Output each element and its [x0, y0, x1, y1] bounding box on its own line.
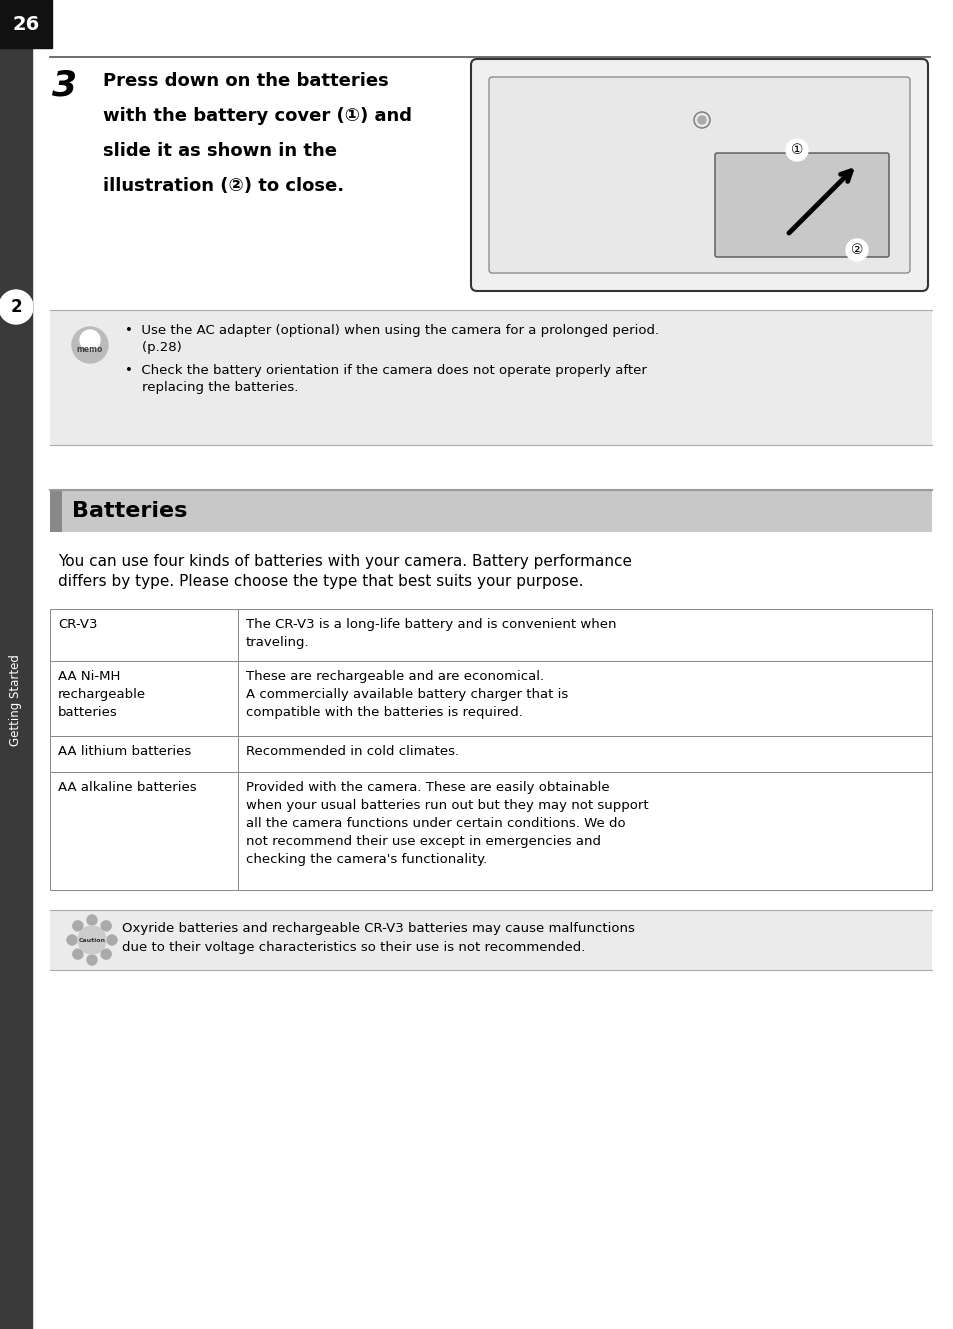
- Circle shape: [0, 291, 32, 323]
- Bar: [50, 310, 931, 445]
- Text: These are rechargeable and are economical.
A commercially available battery char: These are rechargeable and are economica…: [246, 670, 568, 719]
- FancyBboxPatch shape: [714, 153, 888, 256]
- Circle shape: [67, 936, 77, 945]
- Circle shape: [698, 116, 705, 124]
- Circle shape: [72, 921, 83, 930]
- Text: differs by type. Please choose the type that best suits your purpose.: differs by type. Please choose the type …: [58, 574, 583, 589]
- Text: Recommended in cold climates.: Recommended in cold climates.: [246, 746, 458, 758]
- Bar: [50, 609, 237, 661]
- Bar: [0, 0, 52, 48]
- Bar: [237, 736, 931, 772]
- Text: •  Use the AC adapter (optional) when using the camera for a prolonged period.: • Use the AC adapter (optional) when usi…: [125, 324, 659, 338]
- Text: AA lithium batteries: AA lithium batteries: [58, 746, 191, 758]
- Text: •  Check the battery orientation if the camera does not operate properly after: • Check the battery orientation if the c…: [125, 364, 646, 377]
- Text: Provided with the camera. These are easily obtainable
when your usual batteries : Provided with the camera. These are easi…: [246, 781, 648, 867]
- Bar: [0, 0, 32, 1329]
- Circle shape: [107, 936, 117, 945]
- Text: with the battery cover (①) and: with the battery cover (①) and: [103, 108, 412, 125]
- Bar: [237, 609, 931, 661]
- Circle shape: [87, 956, 97, 965]
- Text: ①: ①: [790, 144, 802, 157]
- Bar: [237, 772, 931, 890]
- FancyBboxPatch shape: [489, 77, 909, 272]
- Text: 3: 3: [52, 68, 77, 102]
- Circle shape: [78, 926, 106, 954]
- Text: AA alkaline batteries: AA alkaline batteries: [58, 781, 196, 793]
- Text: Getting Started: Getting Started: [10, 654, 23, 746]
- Text: (p.28): (p.28): [125, 342, 182, 354]
- Circle shape: [101, 949, 112, 960]
- Text: due to their voltage characteristics so their use is not recommended.: due to their voltage characteristics so …: [122, 941, 585, 954]
- Text: Oxyride batteries and rechargeable CR-V3 batteries may cause malfunctions: Oxyride batteries and rechargeable CR-V3…: [122, 922, 634, 936]
- Text: You can use four kinds of batteries with your camera. Battery performance: You can use four kinds of batteries with…: [58, 554, 631, 569]
- Text: AA Ni-MH
rechargeable
batteries: AA Ni-MH rechargeable batteries: [58, 670, 146, 719]
- Circle shape: [0, 290, 33, 324]
- Text: The CR-V3 is a long-life battery and is convenient when
traveling.: The CR-V3 is a long-life battery and is …: [246, 618, 616, 649]
- Text: 2: 2: [10, 298, 22, 316]
- Circle shape: [87, 914, 97, 925]
- Circle shape: [0, 290, 33, 324]
- Text: 26: 26: [12, 15, 40, 33]
- Circle shape: [72, 949, 83, 960]
- Bar: [50, 910, 931, 970]
- Text: replacing the batteries.: replacing the batteries.: [125, 381, 298, 393]
- Circle shape: [71, 327, 108, 363]
- Text: Press down on the batteries: Press down on the batteries: [103, 72, 388, 90]
- Text: CR-V3: CR-V3: [58, 618, 97, 631]
- Bar: [50, 490, 931, 532]
- Text: illustration (②) to close.: illustration (②) to close.: [103, 177, 344, 195]
- Circle shape: [80, 330, 100, 350]
- Circle shape: [101, 921, 112, 930]
- Bar: [50, 661, 237, 736]
- Text: Caution: Caution: [78, 937, 106, 942]
- Circle shape: [845, 239, 867, 260]
- Text: slide it as shown in the: slide it as shown in the: [103, 142, 336, 159]
- Text: ②: ②: [850, 243, 862, 256]
- Text: Batteries: Batteries: [71, 501, 187, 521]
- Bar: [50, 772, 237, 890]
- Bar: [50, 736, 237, 772]
- Bar: [50, 490, 62, 532]
- Circle shape: [785, 140, 807, 161]
- Bar: [237, 661, 931, 736]
- Text: memo: memo: [77, 346, 103, 355]
- FancyBboxPatch shape: [471, 58, 927, 291]
